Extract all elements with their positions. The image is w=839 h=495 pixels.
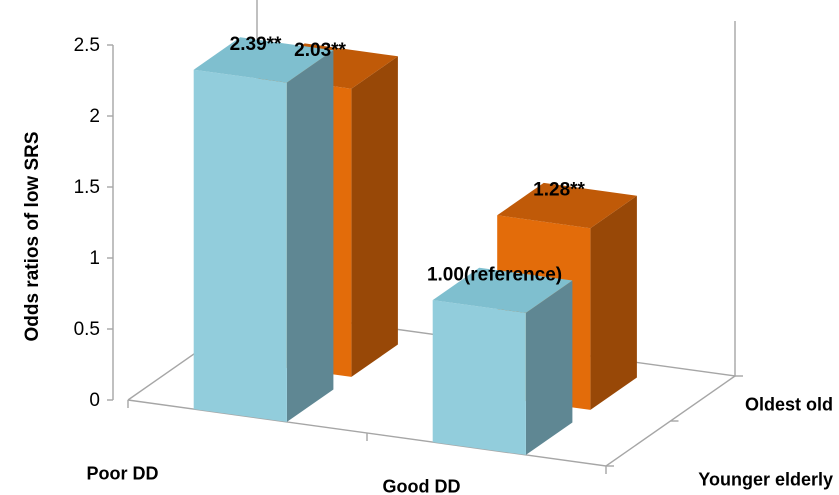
bar-top (497, 182, 637, 229)
y-tick-label: 1 (89, 248, 100, 269)
series-label: Oldest old (745, 395, 833, 415)
bar-side (525, 280, 573, 455)
bar-front (193, 69, 287, 422)
bar-younger-elderly-good-dd (432, 267, 573, 455)
data-label: 1.28** (533, 180, 585, 201)
y-tick-label: 0.5 (74, 319, 100, 340)
y-tick-label: 0 (89, 390, 100, 411)
labels: 0 0.5 1 1.5 2 2.5 2.03** 1.28** 2.39** 1.00(refer… (22, 34, 833, 495)
category-label: Poor DD (87, 464, 159, 484)
bar-side (286, 50, 334, 422)
bars (193, 37, 637, 455)
y-tick-label: 1.5 (74, 177, 100, 198)
bar-younger-elderly-poor-dd (193, 37, 334, 422)
category-label: Good DD (383, 477, 461, 495)
y-tick-label: 2.5 (74, 35, 100, 56)
series-label: Younger elderly (698, 470, 833, 490)
data-label: 1.00(reference) (427, 264, 562, 285)
bar-top (432, 267, 573, 313)
data-label: 2.39** (230, 34, 282, 55)
y-tick-label: 2 (89, 106, 100, 127)
bar-side (351, 56, 398, 377)
data-label: 2.03** (294, 40, 346, 61)
y-axis-title: Odds ratios of low SRS (22, 131, 43, 341)
bar-side (590, 195, 637, 410)
bar-top (193, 37, 334, 83)
bar-front (432, 300, 526, 455)
